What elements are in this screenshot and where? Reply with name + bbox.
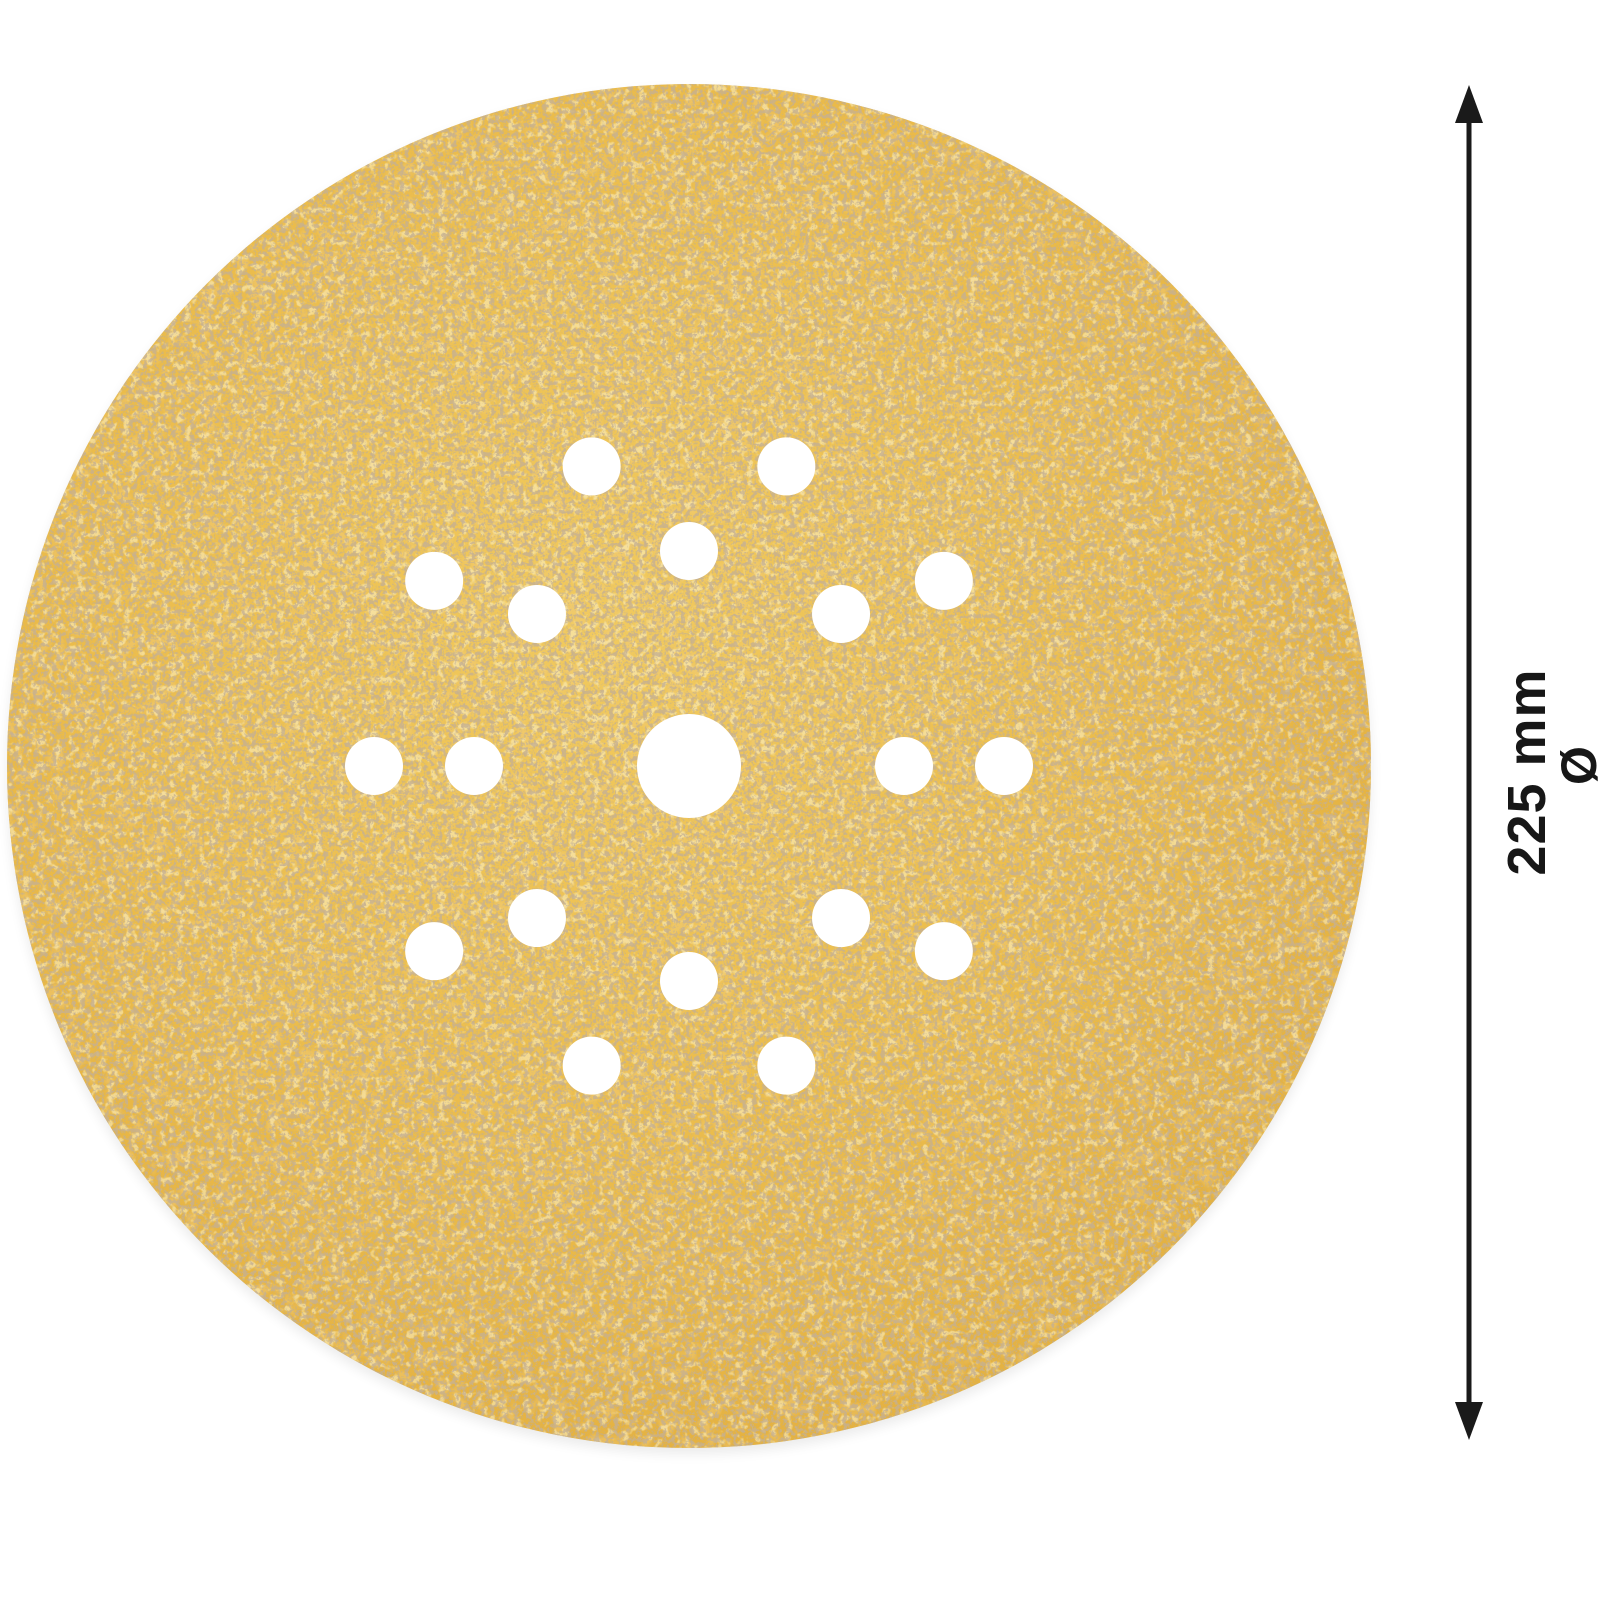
disc-hole xyxy=(637,714,741,818)
disc-hole xyxy=(405,922,463,980)
disc-hole xyxy=(915,922,973,980)
dimension-value: 225 mm xyxy=(1496,668,1558,875)
disc-hole xyxy=(660,522,718,580)
disc-hole xyxy=(445,737,503,795)
disc-hole xyxy=(757,1037,815,1095)
disc-hole xyxy=(508,889,566,947)
disc-hole xyxy=(345,737,403,795)
disc-hole xyxy=(660,952,718,1010)
disc-hole xyxy=(405,552,463,610)
disc-hole xyxy=(563,437,621,495)
disc-hole xyxy=(975,737,1033,795)
disc-hole xyxy=(757,437,815,495)
disc-hole xyxy=(812,889,870,947)
arrow-up-icon xyxy=(1455,85,1483,123)
sanding-disc-scene xyxy=(0,0,1600,1600)
disc-hole xyxy=(563,1037,621,1095)
disc-hole xyxy=(508,585,566,643)
product-image: 225 mm Ø xyxy=(0,0,1600,1600)
sanding-disc xyxy=(7,84,1371,1448)
diameter-symbol: Ø xyxy=(1550,745,1600,785)
disc-hole xyxy=(915,552,973,610)
dimension-arrow xyxy=(1455,85,1483,1440)
disc-hole xyxy=(875,737,933,795)
arrow-down-icon xyxy=(1455,1402,1483,1440)
disc-hole xyxy=(812,585,870,643)
